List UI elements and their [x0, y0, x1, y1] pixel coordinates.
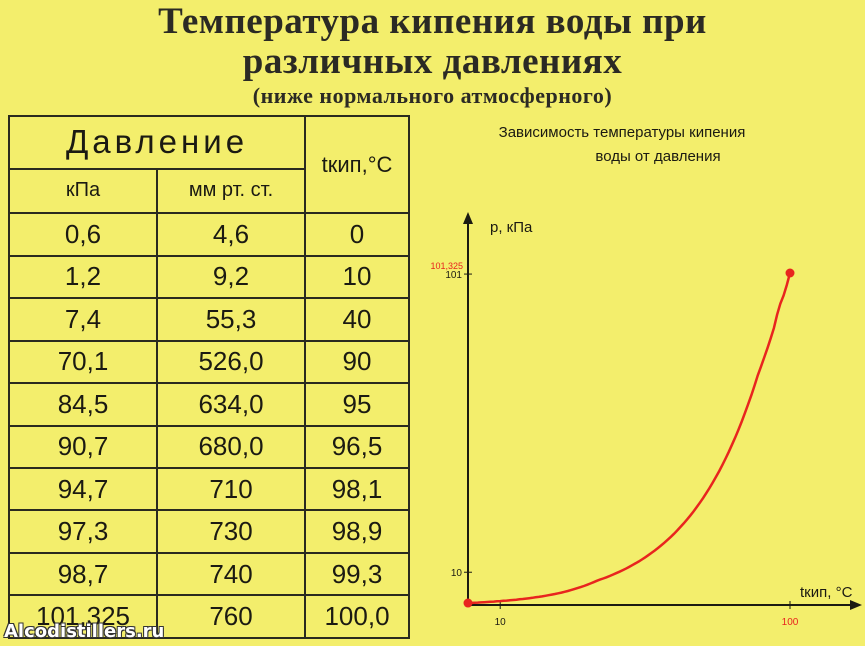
cell-temp: 96,5: [304, 424, 411, 470]
cell-temp: 40: [304, 297, 411, 342]
cell-temp: 0: [304, 212, 411, 257]
cell-kpa: 0,6: [8, 212, 158, 257]
cell-temp: 98,1: [304, 466, 411, 512]
table-row: 70,1 526,0 90: [8, 339, 411, 385]
cell-kpa: 90,7: [8, 424, 158, 470]
cell-kpa: 1,2: [8, 254, 158, 300]
subtitle: (ниже нормального атмосферного): [252, 83, 613, 108]
cell-mmhg: 526,0: [155, 339, 307, 385]
cell-temp: 98,9: [304, 509, 411, 554]
title-line-1: Температура кипения воды при: [158, 1, 707, 42]
x-tick-label: 10: [495, 617, 507, 628]
cell-kpa: 94,7: [8, 466, 158, 512]
y-axis-arrow: [463, 212, 473, 224]
cell-mmhg: 680,0: [155, 424, 307, 470]
table-row: 84,5 634,0 95: [8, 382, 411, 427]
temp-header: tкип,°C: [304, 114, 411, 215]
chart-title-line-2: воды от давления: [595, 148, 720, 165]
data-point-end: [785, 268, 795, 278]
x-tick-label: 100: [782, 617, 799, 628]
cell-mmhg: 4,6: [155, 212, 307, 257]
cell-mmhg: 730: [155, 509, 307, 554]
table-row: 101,325 760 100,0: [8, 594, 411, 639]
cell-kpa: 101,325: [8, 594, 158, 639]
table-row: 1,2 9,2 10: [8, 254, 411, 300]
table-row: 97,3 730 98,9: [8, 509, 411, 554]
table-row: 94,7 710 98,1: [8, 466, 411, 512]
y-tick-label: 10: [451, 568, 463, 579]
cell-mmhg: 55,3: [155, 297, 307, 342]
cell-mmhg: 9,2: [155, 254, 307, 300]
y-tick-label: 101: [445, 270, 462, 281]
table-row: 0,6 4,6 0: [8, 212, 411, 257]
y-axis-label: p, кПа: [490, 219, 533, 236]
cell-kpa: 7,4: [8, 297, 158, 342]
chart-title-line-1: Зависимость температуры кипения: [499, 124, 746, 141]
cell-temp: 90: [304, 339, 411, 385]
kpa-header: кПа: [8, 167, 158, 215]
cell-kpa: 70,1: [8, 339, 158, 385]
cell-kpa: 84,5: [8, 382, 158, 427]
watermark: Alcodistillers.ru: [4, 621, 165, 642]
table-row: 7,4 55,3 40: [8, 297, 411, 342]
data-point-start: [463, 598, 473, 608]
cell-kpa: 97,3: [8, 509, 158, 554]
mmhg-header: мм рт. ст.: [155, 167, 307, 215]
series-line: [467, 272, 792, 605]
table-row: 90,7 680,0 96,5: [8, 424, 411, 470]
cell-kpa: 98,7: [8, 551, 158, 597]
cell-temp: 100,0: [304, 594, 411, 639]
cell-temp: 99,3: [304, 551, 411, 597]
cell-mmhg: 740: [155, 551, 307, 597]
cell-mmhg: 760: [155, 594, 307, 639]
cell-temp: 10: [304, 254, 411, 300]
y-marker-label: 101,325: [430, 261, 463, 271]
cell-temp: 95: [304, 382, 411, 427]
title-line-2: различных давлениях: [242, 41, 623, 82]
cell-mmhg: 634,0: [155, 382, 307, 427]
cell-mmhg: 710: [155, 466, 307, 512]
x-axis-label: tкип, °C: [800, 584, 853, 601]
boiling-table: Давление tкип,°C кПа мм рт. ст. 0,6 4,6 0 1…: [7, 114, 411, 639]
x-axis-arrow: [850, 600, 862, 610]
table-row: 98,7 740 99,3: [8, 551, 411, 597]
pressure-header: Давление: [7, 115, 307, 170]
